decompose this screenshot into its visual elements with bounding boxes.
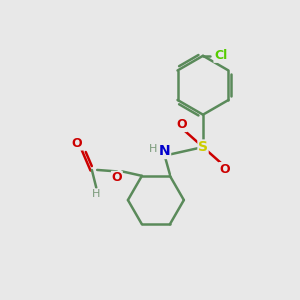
Text: H: H	[92, 189, 100, 199]
Text: O: O	[219, 163, 230, 176]
Text: Cl: Cl	[214, 49, 227, 62]
Text: S: S	[198, 140, 208, 154]
Text: O: O	[112, 171, 122, 184]
Text: O: O	[72, 137, 83, 150]
Text: H: H	[149, 143, 158, 154]
Text: O: O	[176, 118, 187, 131]
Text: N: N	[159, 145, 170, 158]
